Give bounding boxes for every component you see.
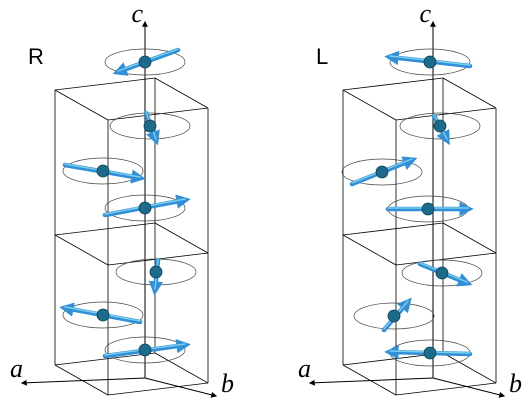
box-edge [396,108,496,120]
atom [388,310,400,322]
axis-label-b: b [509,369,522,398]
axis-label-c: c [131,0,143,28]
panel-label: R [28,44,44,69]
box-edge [343,223,443,235]
atom [139,344,151,356]
panel: c a b R [10,0,234,398]
panel-label: L [316,44,328,69]
box-edge [443,223,496,253]
box-edge [155,78,208,108]
a-axis [310,378,433,383]
atom [97,309,109,321]
axis-label-a: a [298,354,311,383]
box-edge [396,253,496,265]
b-axis [145,378,216,396]
box-edge [55,223,155,235]
axis-label-a: a [10,354,23,383]
panel: c a b L [298,0,522,398]
atom [150,266,162,278]
axis-label-b: b [221,369,234,398]
box-edge [55,235,108,265]
atom [139,56,151,68]
box-edge [443,78,496,108]
atom [424,56,436,68]
box-edge [343,90,396,120]
box-edge [155,223,208,253]
box-edge [55,78,155,90]
figure: c a b Rc a b L [0,0,530,409]
atom [434,120,446,132]
a-axis [22,378,145,383]
atom [422,203,434,215]
b-axis [433,378,504,396]
box-edge [108,108,208,120]
box-edge [343,235,396,265]
atom [376,166,388,178]
box-edge [108,383,208,395]
box-edge [155,353,208,383]
box-edge [55,90,108,120]
atom [436,267,448,279]
box-edge [343,78,443,90]
atom [139,202,151,214]
atom [97,165,109,177]
box-edge [396,383,496,395]
atom [424,347,436,359]
atom [144,120,156,132]
axis-label-c: c [419,0,431,28]
box-edge [443,353,496,383]
